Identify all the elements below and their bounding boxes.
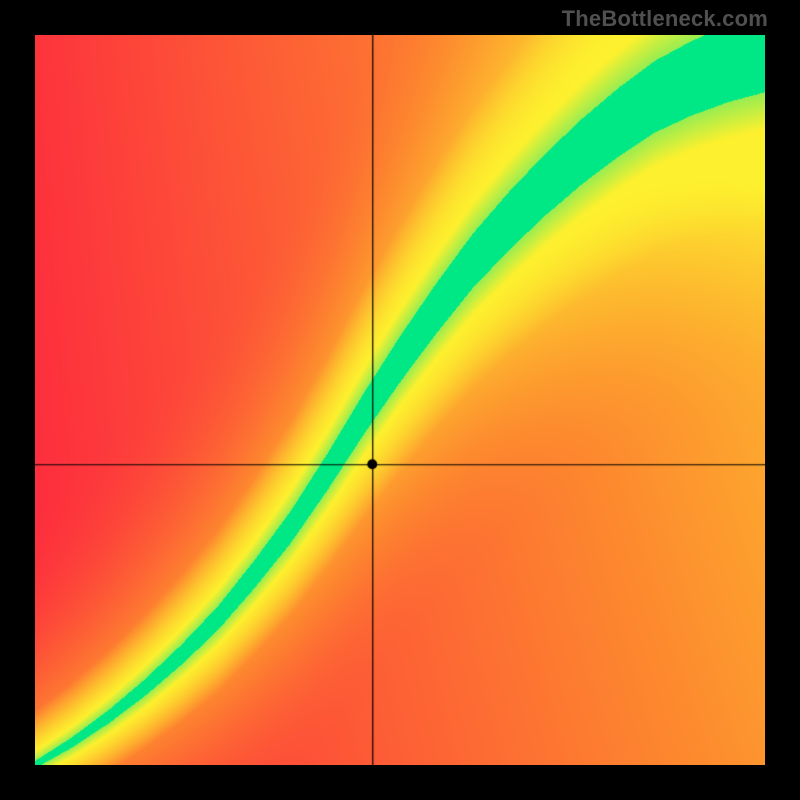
- watermark-text: TheBottleneck.com: [562, 6, 768, 32]
- chart-container: TheBottleneck.com: [0, 0, 800, 800]
- plot-area: [35, 35, 765, 765]
- heatmap-canvas: [35, 35, 765, 765]
